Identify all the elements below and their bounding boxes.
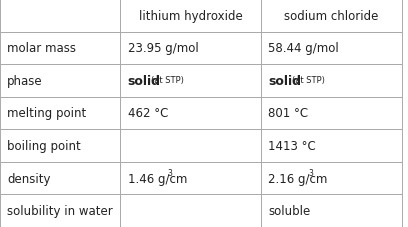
Bar <box>120 195 261 227</box>
Bar <box>261 195 402 227</box>
Text: solid: solid <box>268 75 302 88</box>
Text: (at STP): (at STP) <box>151 75 184 84</box>
Bar <box>120 0 261 32</box>
Text: soluble: soluble <box>268 204 311 217</box>
Text: 3: 3 <box>168 168 173 177</box>
Text: melting point: melting point <box>7 107 86 120</box>
Text: 58.44 g/mol: 58.44 g/mol <box>268 42 339 55</box>
Text: 1413 °C: 1413 °C <box>268 139 316 152</box>
Text: (at STP): (at STP) <box>292 75 325 84</box>
Bar <box>0 162 120 195</box>
Bar <box>0 195 120 227</box>
Bar <box>0 130 120 162</box>
Bar <box>120 162 261 195</box>
Text: solubility in water: solubility in water <box>7 204 113 217</box>
Text: 801 °C: 801 °C <box>268 107 308 120</box>
Bar <box>120 130 261 162</box>
Text: density: density <box>7 172 51 185</box>
Bar <box>261 162 402 195</box>
Text: 3: 3 <box>308 168 313 177</box>
Bar <box>261 65 402 97</box>
Text: lithium hydroxide: lithium hydroxide <box>139 10 243 23</box>
Text: 2.16 g/cm: 2.16 g/cm <box>268 172 328 185</box>
Bar <box>120 65 261 97</box>
Text: 23.95 g/mol: 23.95 g/mol <box>128 42 198 55</box>
Text: solid: solid <box>128 75 161 88</box>
Text: 1.46 g/cm: 1.46 g/cm <box>128 172 187 185</box>
Text: molar mass: molar mass <box>7 42 76 55</box>
Bar <box>0 32 120 65</box>
Bar <box>261 32 402 65</box>
Bar <box>0 65 120 97</box>
Text: phase: phase <box>7 75 43 88</box>
Bar <box>261 97 402 130</box>
Bar <box>261 0 402 32</box>
Text: 462 °C: 462 °C <box>128 107 168 120</box>
Bar <box>261 130 402 162</box>
Bar <box>0 0 120 32</box>
Bar <box>120 32 261 65</box>
Bar <box>0 97 120 130</box>
Text: boiling point: boiling point <box>7 139 81 152</box>
Bar <box>120 97 261 130</box>
Text: sodium chloride: sodium chloride <box>284 10 379 23</box>
